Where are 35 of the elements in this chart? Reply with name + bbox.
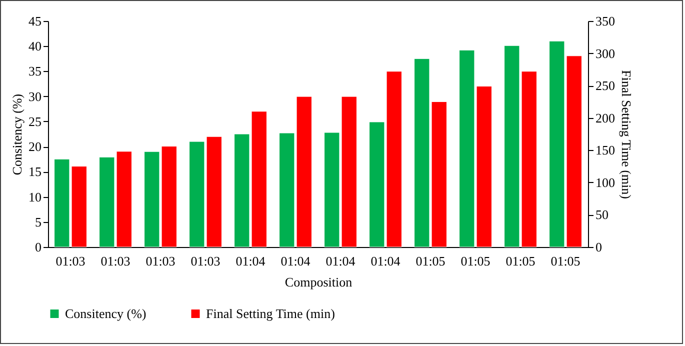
- y2-tick-label: 250: [596, 78, 615, 94]
- y2-tick-label: 200: [596, 110, 615, 126]
- x-tick-label: 01:03: [56, 254, 86, 268]
- y-tick-label: 20: [28, 139, 42, 154]
- y-tick-label: 30: [28, 88, 42, 104]
- y2-tick-label: 300: [596, 46, 615, 61]
- x-tick-label: 01:05: [416, 254, 446, 268]
- legend-label: Consitency (%): [65, 306, 146, 321]
- x-tick-label: 01:03: [146, 254, 176, 268]
- x-tick-label: 01:05: [506, 254, 536, 268]
- y-tick-label: 5: [35, 214, 42, 230]
- y-tick-label: 0: [35, 240, 42, 254]
- legend-label: Final Setting Time (min): [206, 306, 335, 321]
- y-tick-label: 25: [28, 114, 42, 129]
- x-tick-label: 01:04: [370, 254, 401, 268]
- y-tick-label: 15: [28, 164, 42, 180]
- y-axis-title: Consitency (%): [10, 94, 24, 176]
- x-tick-label: 01:04: [326, 254, 356, 268]
- x-tick-label: 01:05: [460, 254, 490, 268]
- x-tick-label: 01:04: [280, 254, 311, 268]
- y2-tick-label: 50: [596, 207, 608, 222]
- x-tick-label: 01:03: [100, 254, 130, 268]
- x-tick-label: 01:05: [550, 254, 580, 268]
- y2-tick-label: 100: [596, 174, 615, 190]
- x-axis-title: Composition: [284, 274, 353, 290]
- y-tick-label: 45: [28, 14, 42, 28]
- y2-axis-title: Final Setting Time (min): [619, 70, 634, 199]
- y-tick-label: 40: [28, 38, 42, 54]
- y-tick-label: 35: [28, 64, 42, 79]
- x-tick-label: 01:04: [236, 254, 266, 268]
- y2-tick-label: 350: [596, 14, 615, 28]
- y2-tick-label: 0: [596, 240, 602, 254]
- y2-tick-label: 150: [596, 142, 615, 158]
- y-tick-label: 10: [28, 189, 42, 204]
- x-tick-label: 01:03: [190, 254, 220, 268]
